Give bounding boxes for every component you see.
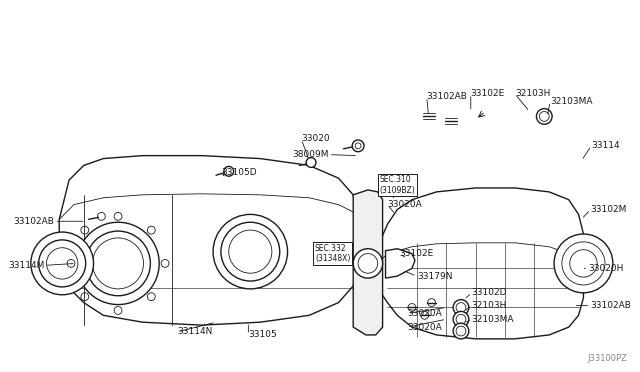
Polygon shape — [60, 155, 358, 325]
Circle shape — [221, 222, 280, 281]
Text: 32103MA: 32103MA — [472, 315, 515, 324]
Text: 32103H: 32103H — [515, 89, 550, 99]
Circle shape — [453, 323, 469, 339]
Text: 33020: 33020 — [301, 134, 330, 144]
Text: 33179N: 33179N — [417, 272, 452, 280]
Text: 33102D: 33102D — [472, 288, 508, 297]
Text: 33102M: 33102M — [590, 205, 627, 214]
Text: 33102AB: 33102AB — [590, 301, 631, 310]
Text: 33102E: 33102E — [399, 249, 433, 258]
Circle shape — [453, 300, 469, 315]
Circle shape — [453, 311, 469, 327]
Circle shape — [86, 231, 150, 296]
Text: 32103H: 32103H — [472, 301, 507, 310]
Text: 33020A: 33020A — [387, 200, 422, 209]
Text: 33105: 33105 — [248, 330, 277, 339]
Circle shape — [554, 234, 613, 293]
Circle shape — [224, 166, 234, 176]
Circle shape — [353, 249, 383, 278]
Circle shape — [306, 158, 316, 167]
Text: 33197: 33197 — [387, 185, 416, 195]
Text: 33020H: 33020H — [588, 264, 624, 273]
Circle shape — [38, 240, 86, 287]
Circle shape — [77, 222, 159, 305]
Circle shape — [352, 140, 364, 152]
Text: 33114M: 33114M — [8, 261, 45, 270]
Text: 38009M: 38009M — [292, 150, 329, 159]
Polygon shape — [353, 190, 383, 335]
Polygon shape — [385, 249, 415, 278]
Text: 33102E: 33102E — [471, 89, 505, 99]
Text: SEC.332
(31348X): SEC.332 (31348X) — [315, 244, 350, 263]
Text: 33105D: 33105D — [221, 168, 257, 177]
Text: SEC.310
(3109BZ): SEC.310 (3109BZ) — [380, 175, 415, 195]
Circle shape — [562, 242, 605, 285]
Text: 33102AB: 33102AB — [427, 92, 468, 101]
Text: 33020A: 33020A — [407, 323, 442, 331]
Text: J33100PZ: J33100PZ — [588, 355, 628, 363]
Circle shape — [213, 214, 287, 289]
Circle shape — [536, 109, 552, 124]
Circle shape — [31, 232, 93, 295]
Text: 33102AB: 33102AB — [13, 217, 54, 226]
Text: 33114: 33114 — [591, 141, 620, 150]
Text: 33114N: 33114N — [177, 327, 212, 337]
Polygon shape — [372, 188, 584, 339]
Text: 33020A: 33020A — [407, 309, 442, 318]
Text: 32103MA: 32103MA — [550, 97, 593, 106]
